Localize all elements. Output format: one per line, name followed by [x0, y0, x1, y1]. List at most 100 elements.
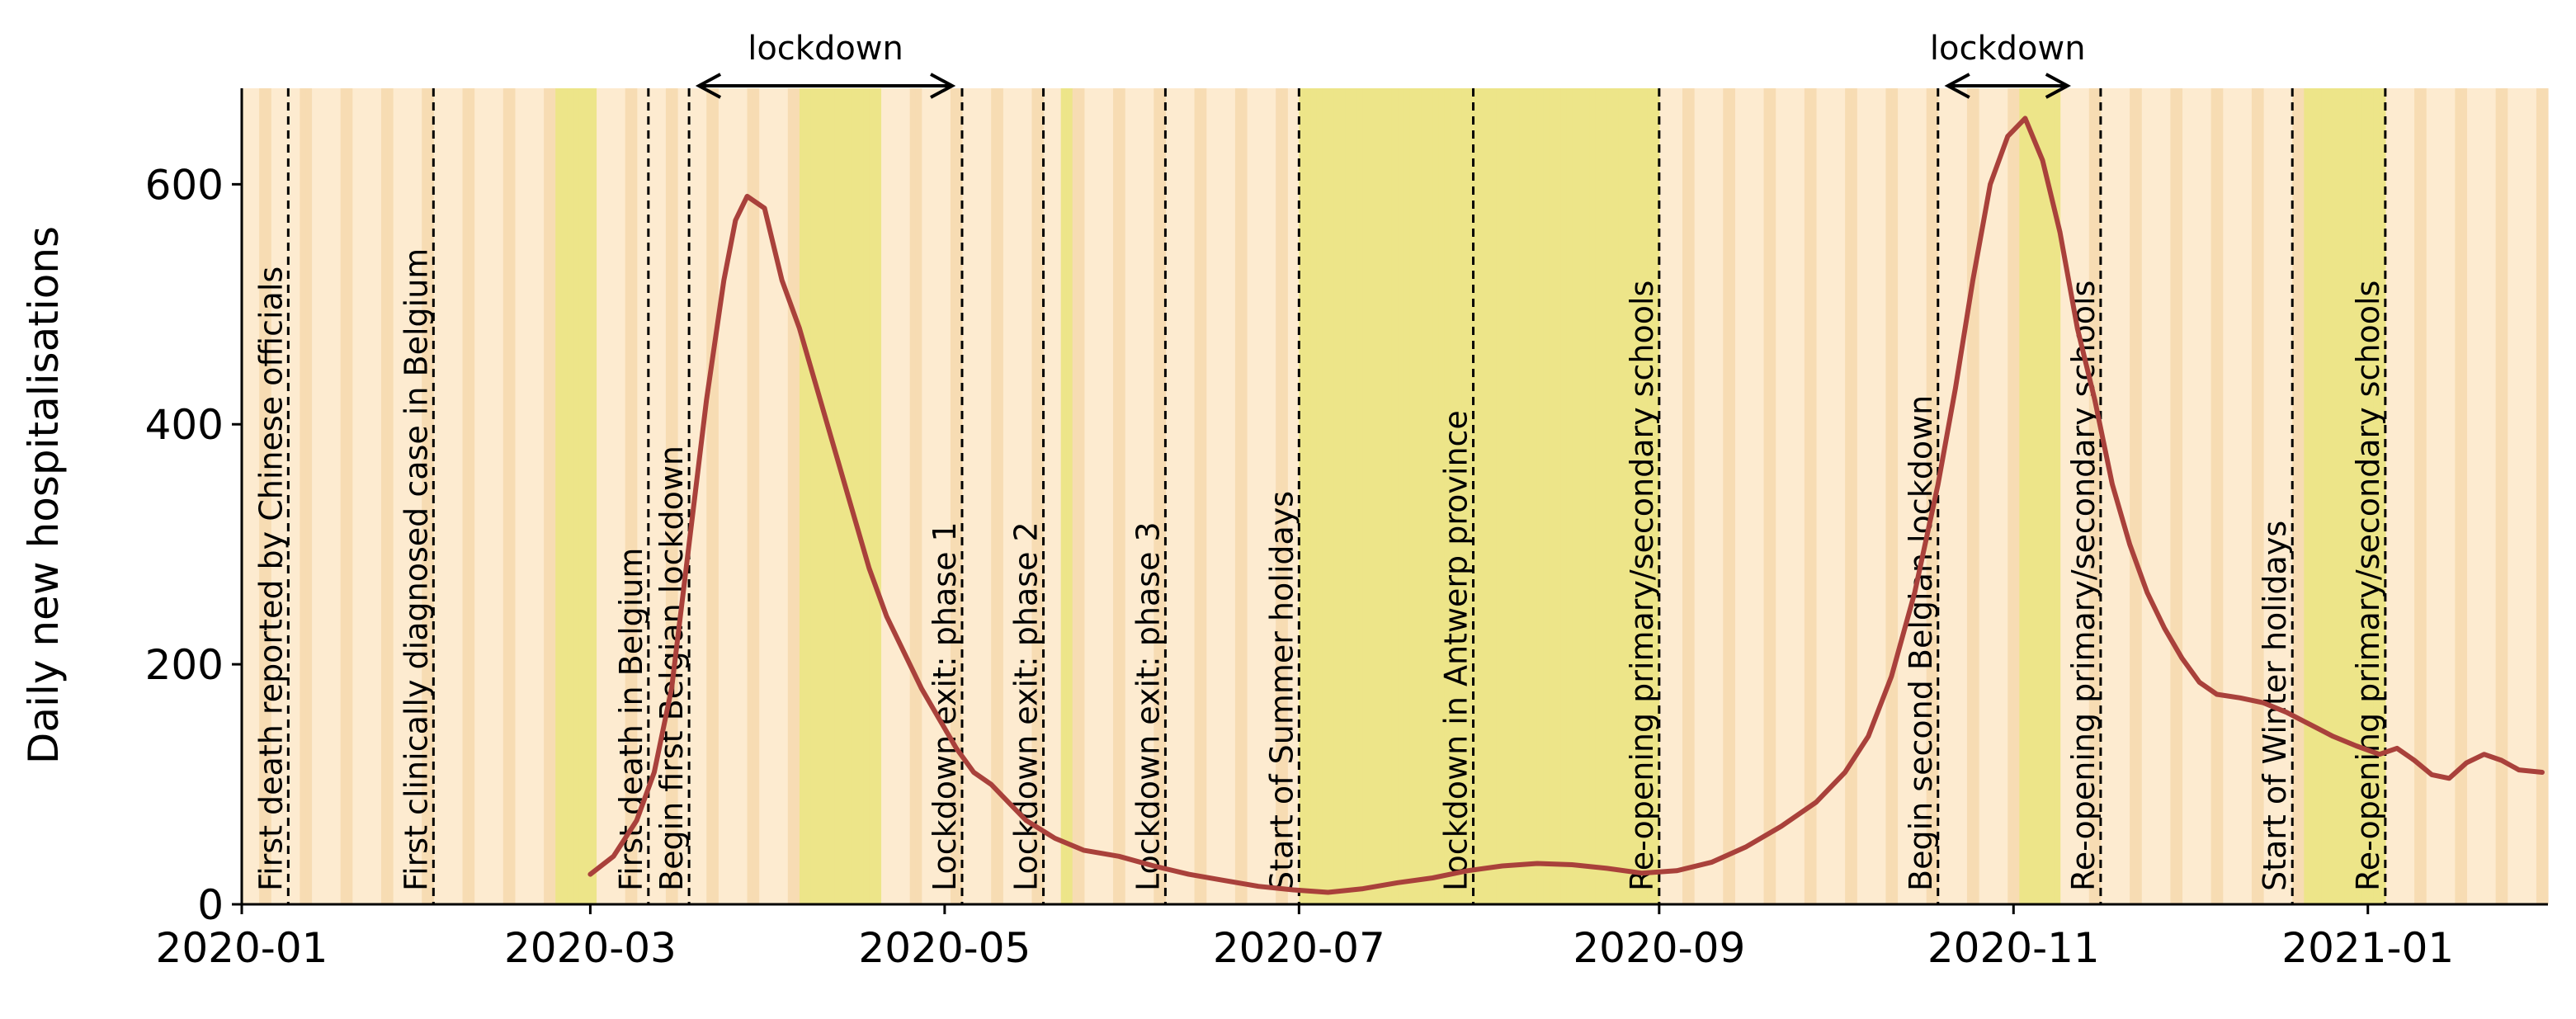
holiday-day [1066, 88, 1073, 904]
holiday-day [1322, 88, 1329, 904]
holiday-day [852, 88, 858, 904]
series-layer [587, 116, 2545, 895]
weekend-day [346, 88, 353, 904]
holiday-day [2344, 88, 2352, 904]
holiday-day [1385, 88, 1393, 904]
weekend-day [2298, 88, 2305, 904]
weekend-day [1281, 88, 1288, 904]
weekend-day [915, 88, 922, 904]
event-label: Re-opening primary/secondary schools [2350, 281, 2386, 891]
weekend-day [2420, 88, 2427, 904]
holiday-day [1630, 88, 1637, 904]
holiday-day [857, 88, 864, 904]
weekend-day [625, 88, 632, 904]
holiday-day [804, 88, 812, 904]
holiday-day [1299, 88, 1305, 904]
holiday-day [1589, 88, 1596, 904]
weekend-day [2170, 88, 2177, 904]
holiday-day [2304, 88, 2310, 904]
event-label: Lockdown exit: phase 3 [1130, 521, 1166, 891]
weekend-day [422, 88, 428, 904]
holiday-day [567, 88, 573, 904]
holiday-day [2379, 88, 2386, 904]
event-label: First clinically diagnosed case in Belgi… [398, 248, 434, 891]
holiday-day [2333, 88, 2340, 904]
weekend-day [2216, 88, 2224, 904]
holiday-day [799, 88, 806, 904]
weekend-day [1926, 88, 1933, 904]
weekend-day [1845, 88, 1852, 904]
weekend-day [1891, 88, 1899, 904]
holiday-day [1444, 88, 1451, 904]
holiday-day [1641, 88, 1649, 904]
weekend-day [2135, 88, 2142, 904]
holiday-day [1374, 88, 1381, 904]
weekend-day [468, 88, 475, 904]
holiday-day [1316, 88, 1323, 904]
holiday-day [578, 88, 585, 904]
holiday-day [1583, 88, 1590, 904]
holiday-day [2309, 88, 2316, 904]
holiday-day [840, 88, 847, 904]
holiday-day [1310, 88, 1318, 904]
weekend-day [2094, 88, 2102, 904]
weekend-day [544, 88, 550, 904]
weekend-day [787, 88, 795, 904]
weekend-day [305, 88, 313, 904]
holiday-day [573, 88, 579, 904]
weekend-day [1240, 88, 1248, 904]
weekend-day [2007, 88, 2014, 904]
weekend-day [1851, 88, 1857, 904]
holiday-day [1572, 88, 1578, 904]
holiday-day [1427, 88, 1433, 904]
holiday-day [584, 88, 592, 904]
weekend-day [1119, 88, 1125, 904]
holiday-day [1525, 88, 1532, 904]
holiday-day [1496, 88, 1503, 904]
holiday-day [1404, 88, 1410, 904]
holiday-day [1519, 88, 1526, 904]
holiday-day [823, 88, 829, 904]
weekend-day [630, 88, 638, 904]
holiday-day [1467, 88, 1474, 904]
holiday-day [1450, 88, 1457, 904]
weekend-day [1200, 88, 1207, 904]
holiday-day [2036, 88, 2044, 904]
weekend-day [259, 88, 266, 904]
event-markers: First death reported by Chinese official… [252, 88, 2387, 904]
holiday-day [1328, 88, 1335, 904]
weekend-day [955, 88, 963, 904]
holiday-day [1368, 88, 1375, 904]
holiday-day [2338, 88, 2346, 904]
holiday-day [1560, 88, 1567, 904]
weekend-day [2013, 88, 2020, 904]
weekend-day [1885, 88, 1893, 904]
weekend-day [387, 88, 394, 904]
holiday-day [1566, 88, 1573, 904]
weekend-day [1723, 88, 1729, 904]
holiday-day [1333, 88, 1341, 904]
holiday-day [2321, 88, 2328, 904]
weekend-day [2414, 88, 2421, 904]
holiday-day [1601, 88, 1608, 904]
holiday-day [1415, 88, 1422, 904]
holiday-day [2315, 88, 2323, 904]
weekend-day [1031, 88, 1039, 904]
holiday-day [1555, 88, 1561, 904]
holiday-day [1484, 88, 1492, 904]
holiday-day [2042, 88, 2050, 904]
holiday-day [1473, 88, 1480, 904]
holiday-day [1606, 88, 1614, 904]
weekend-day [300, 88, 307, 904]
holiday-day [1490, 88, 1498, 904]
holiday-day [1595, 88, 1602, 904]
holiday-day [1432, 88, 1439, 904]
calendar-background [242, 88, 2549, 904]
holiday-day [1455, 88, 1463, 904]
weekend-day [502, 88, 510, 904]
weekend-day [997, 88, 1003, 904]
weekend-day [2460, 88, 2468, 904]
weekend-day [747, 88, 754, 904]
holiday-day [2356, 88, 2363, 904]
event-label: Begin second Belgian lockdown [1903, 395, 1939, 891]
